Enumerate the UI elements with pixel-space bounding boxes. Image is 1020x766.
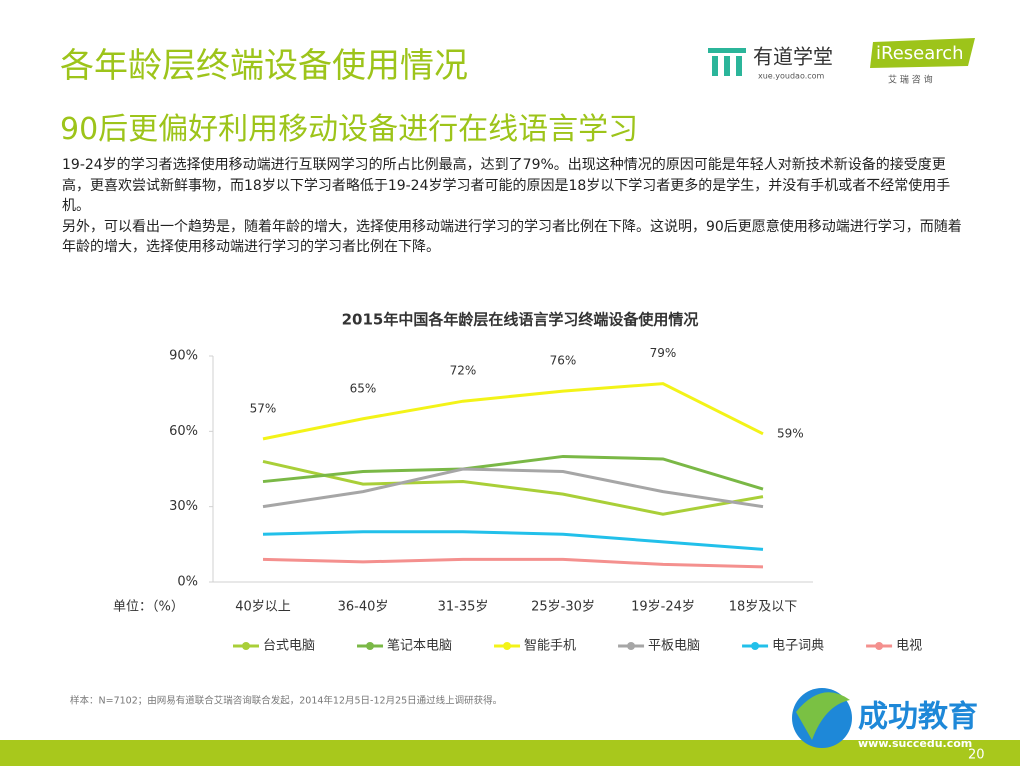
footer-bar [0, 740, 1020, 766]
data-label: 59% [777, 426, 804, 440]
series-line [262, 467, 764, 509]
iresearch-name: iResearch [876, 43, 964, 64]
legend-dot [875, 642, 884, 650]
youdao-url: xue.youdao.com [758, 72, 825, 81]
slide-subtitle: 90后更偏好利用移动设备进行在线语言学习 [60, 112, 639, 147]
legend-dot [627, 642, 636, 650]
y-tick-label: 30% [169, 499, 198, 514]
body-text: 19-24岁的学习者选择使用移动端进行互联网学习的所占比例最高，达到了79%。出… [62, 155, 967, 258]
data-label: 72% [450, 364, 477, 378]
series-line [262, 454, 764, 491]
series-line [262, 382, 764, 441]
data-label: 79% [650, 346, 677, 360]
chart-title: 2015年中国各年龄层在线语言学习终端设备使用情况 [342, 311, 699, 329]
succedu-swoosh [796, 692, 850, 740]
youdao-logo [708, 48, 746, 76]
legend-label: 笔记本电脑 [387, 638, 452, 654]
iresearch-cn: 艾 瑞 咨 询 [888, 74, 933, 86]
y-tick-label: 0% [177, 575, 198, 590]
x-tick-label: 19岁-24岁 [631, 600, 695, 615]
x-tick-label: 36-40岁 [338, 600, 389, 615]
paragraph: 另外，可以看出一个趋势是，随着年龄的增大，选择使用移动端进行学习的学习者比例在下… [62, 218, 962, 256]
footnote: 样本：N=7102；由网易有道联合艾瑞咨询联合发起，2014年12月5日-12月… [70, 695, 502, 707]
data-label: 76% [550, 354, 577, 368]
legend-dot [503, 642, 512, 650]
slide-title: 各年龄层终端设备使用情况 [60, 46, 468, 86]
paragraph: 19-24岁的学习者选择使用移动端进行互联网学习的所占比例最高，达到了79%。出… [62, 157, 951, 214]
series-line [262, 557, 764, 569]
youdao-name: 有道学堂 [753, 45, 833, 69]
x-tick-label: 18岁及以下 [729, 600, 798, 615]
legend-label: 台式电脑 [263, 639, 315, 654]
unit-label: 单位：（%） [113, 600, 184, 615]
legend-dot [751, 642, 760, 650]
legend-label: 电子词典 [772, 639, 824, 654]
x-tick-label: 40岁以上 [235, 600, 291, 615]
succedu-name: 成功教育 [858, 700, 978, 735]
legend-label: 智能手机 [524, 639, 576, 654]
legend-label: 电视 [896, 639, 922, 654]
series-line [262, 530, 764, 551]
data-label: 57% [250, 401, 277, 415]
legend-label: 平板电脑 [648, 639, 700, 654]
iresearch-badge [870, 38, 975, 68]
succedu-url: www.succedu.com [858, 737, 972, 750]
page-number: 20 [968, 748, 985, 763]
x-tick-label: 25岁-30岁 [531, 600, 595, 615]
data-label: 65% [350, 381, 377, 395]
legend-dot [366, 642, 375, 650]
series-line [262, 460, 764, 516]
x-tick-label: 31-35岁 [438, 600, 489, 615]
y-tick-label: 60% [169, 424, 198, 439]
y-tick-label: 90% [169, 349, 198, 364]
legend-dot [242, 642, 250, 650]
